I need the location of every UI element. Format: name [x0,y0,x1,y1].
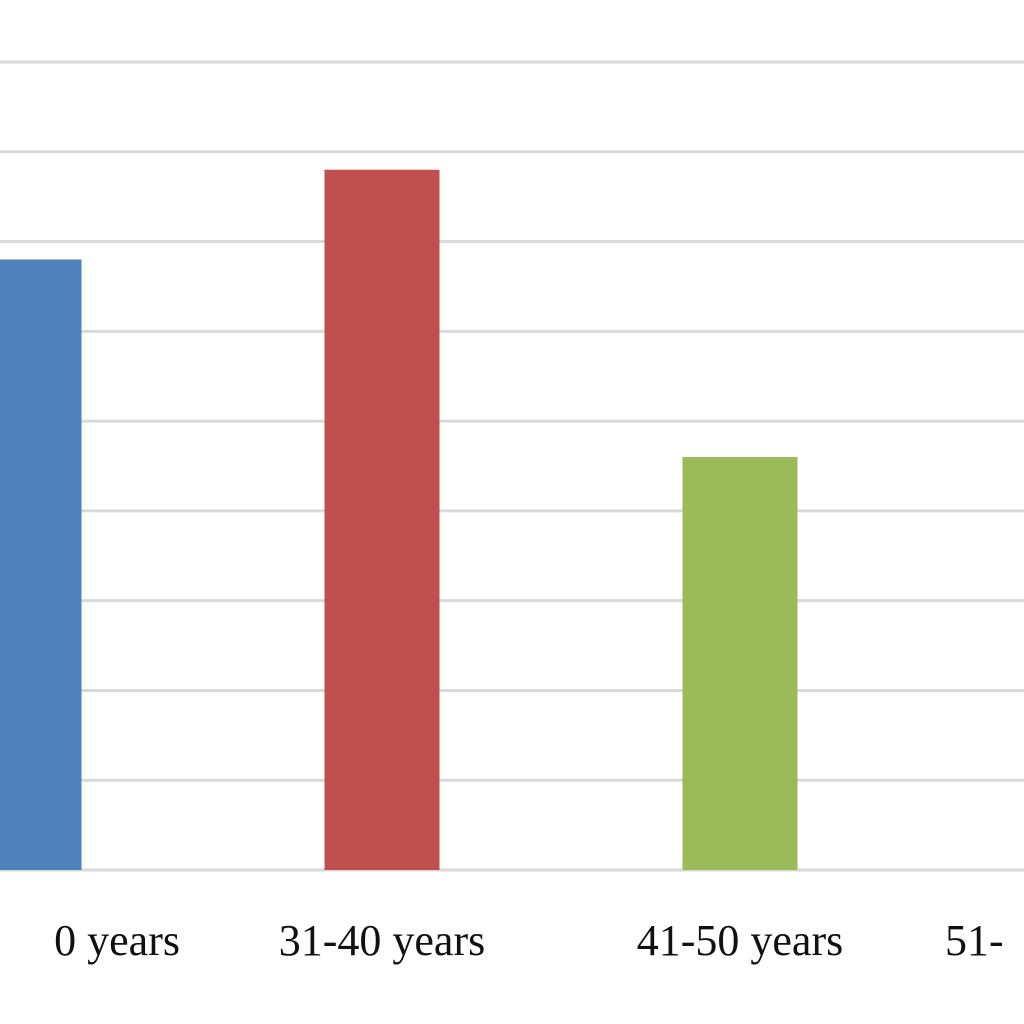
x-tick-label: 51- [945,916,1004,965]
bar [324,169,440,870]
x-tick-label: 31-40 years [279,916,486,965]
bar [682,457,798,870]
x-tick-label: 41-50 years [637,916,844,965]
bar [0,259,82,870]
x-tick-label: 0 years [54,916,180,965]
